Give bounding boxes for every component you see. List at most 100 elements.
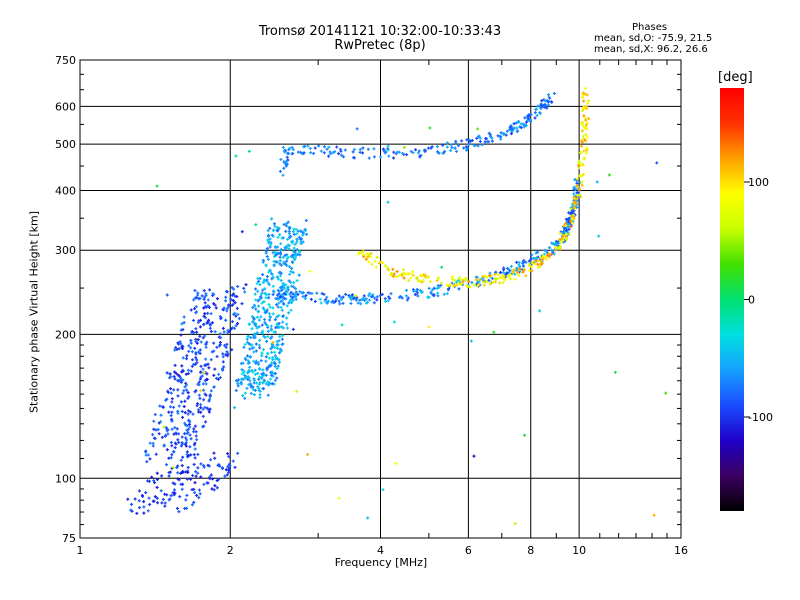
data-point [217, 478, 221, 482]
data-point [192, 331, 196, 335]
data-point [262, 300, 266, 304]
data-point [282, 260, 286, 264]
data-point [291, 270, 295, 274]
data-point [211, 477, 215, 481]
data-point [285, 290, 289, 294]
chart-title-line2: RwPretec (8p) [334, 38, 426, 53]
data-point [285, 304, 289, 308]
data-point [282, 286, 286, 290]
data-point [196, 321, 200, 325]
data-point [373, 259, 377, 263]
data-point [162, 425, 166, 429]
data-point [253, 332, 257, 336]
data-point [323, 145, 327, 149]
data-point [235, 306, 239, 310]
data-point [252, 359, 256, 363]
data-point [377, 261, 381, 265]
y-axis-label: Stationary phase Virtual Height [km] [27, 210, 41, 414]
data-point [386, 148, 390, 152]
data-point [244, 374, 248, 378]
data-point [583, 138, 587, 142]
data-point [330, 300, 334, 304]
data-point [313, 146, 317, 150]
data-point [472, 144, 476, 148]
data-point [470, 281, 474, 285]
data-point [256, 276, 260, 280]
data-point [264, 382, 268, 386]
data-point [574, 187, 578, 191]
data-point [223, 343, 227, 347]
data-point [306, 452, 310, 456]
data-point [547, 99, 551, 103]
data-point [285, 221, 289, 225]
data-point [290, 145, 294, 149]
data-point [271, 275, 275, 279]
data-point [533, 111, 537, 115]
data-point [449, 282, 453, 286]
data-point [441, 151, 445, 155]
data-point [267, 283, 271, 287]
data-point [286, 151, 290, 155]
data-point [262, 334, 266, 338]
data-point [322, 151, 326, 155]
data-point [190, 331, 194, 335]
data-point [556, 247, 560, 251]
data-point [174, 346, 178, 350]
data-point [384, 299, 388, 303]
data-point [437, 285, 441, 289]
data-point [538, 104, 542, 108]
data-point [205, 481, 209, 485]
data-point [169, 494, 173, 498]
data-point [372, 301, 376, 305]
data-point [251, 385, 255, 389]
data-point [528, 262, 532, 266]
data-point [258, 375, 262, 379]
data-point [290, 152, 294, 156]
data-point [198, 351, 202, 355]
data-point [176, 438, 180, 442]
data-point [194, 327, 198, 331]
data-point [185, 383, 189, 387]
data-point [569, 219, 573, 223]
data-point [186, 412, 190, 416]
data-point [368, 292, 372, 296]
data-point [240, 382, 244, 386]
data-point [169, 414, 173, 418]
data-point [427, 286, 431, 290]
data-point [505, 129, 509, 133]
data-point [580, 144, 584, 148]
data-point [256, 289, 260, 293]
data-point [283, 149, 287, 153]
data-point [303, 229, 307, 233]
data-point [208, 326, 212, 330]
data-point [234, 389, 238, 393]
data-point [426, 295, 430, 299]
data-point [372, 155, 376, 159]
data-point [522, 258, 526, 262]
data-point [196, 452, 200, 456]
data-point [490, 136, 494, 140]
data-point [267, 312, 271, 316]
y-tick-label: 500 [55, 138, 76, 151]
data-point [199, 364, 203, 368]
data-point [175, 506, 179, 510]
data-point [249, 336, 253, 340]
data-point [261, 381, 265, 385]
data-point [386, 144, 390, 148]
data-point [572, 192, 576, 196]
data-point [509, 273, 513, 277]
data-point [215, 297, 219, 301]
data-point [282, 222, 286, 226]
data-point [585, 148, 589, 152]
data-point [273, 354, 277, 358]
data-point [280, 325, 284, 329]
data-point [267, 292, 271, 296]
data-point [287, 229, 291, 233]
data-point [186, 396, 190, 400]
data-point [341, 295, 345, 299]
data-point [163, 501, 167, 505]
data-point [183, 399, 187, 403]
data-point [483, 140, 487, 144]
data-point [279, 242, 283, 246]
